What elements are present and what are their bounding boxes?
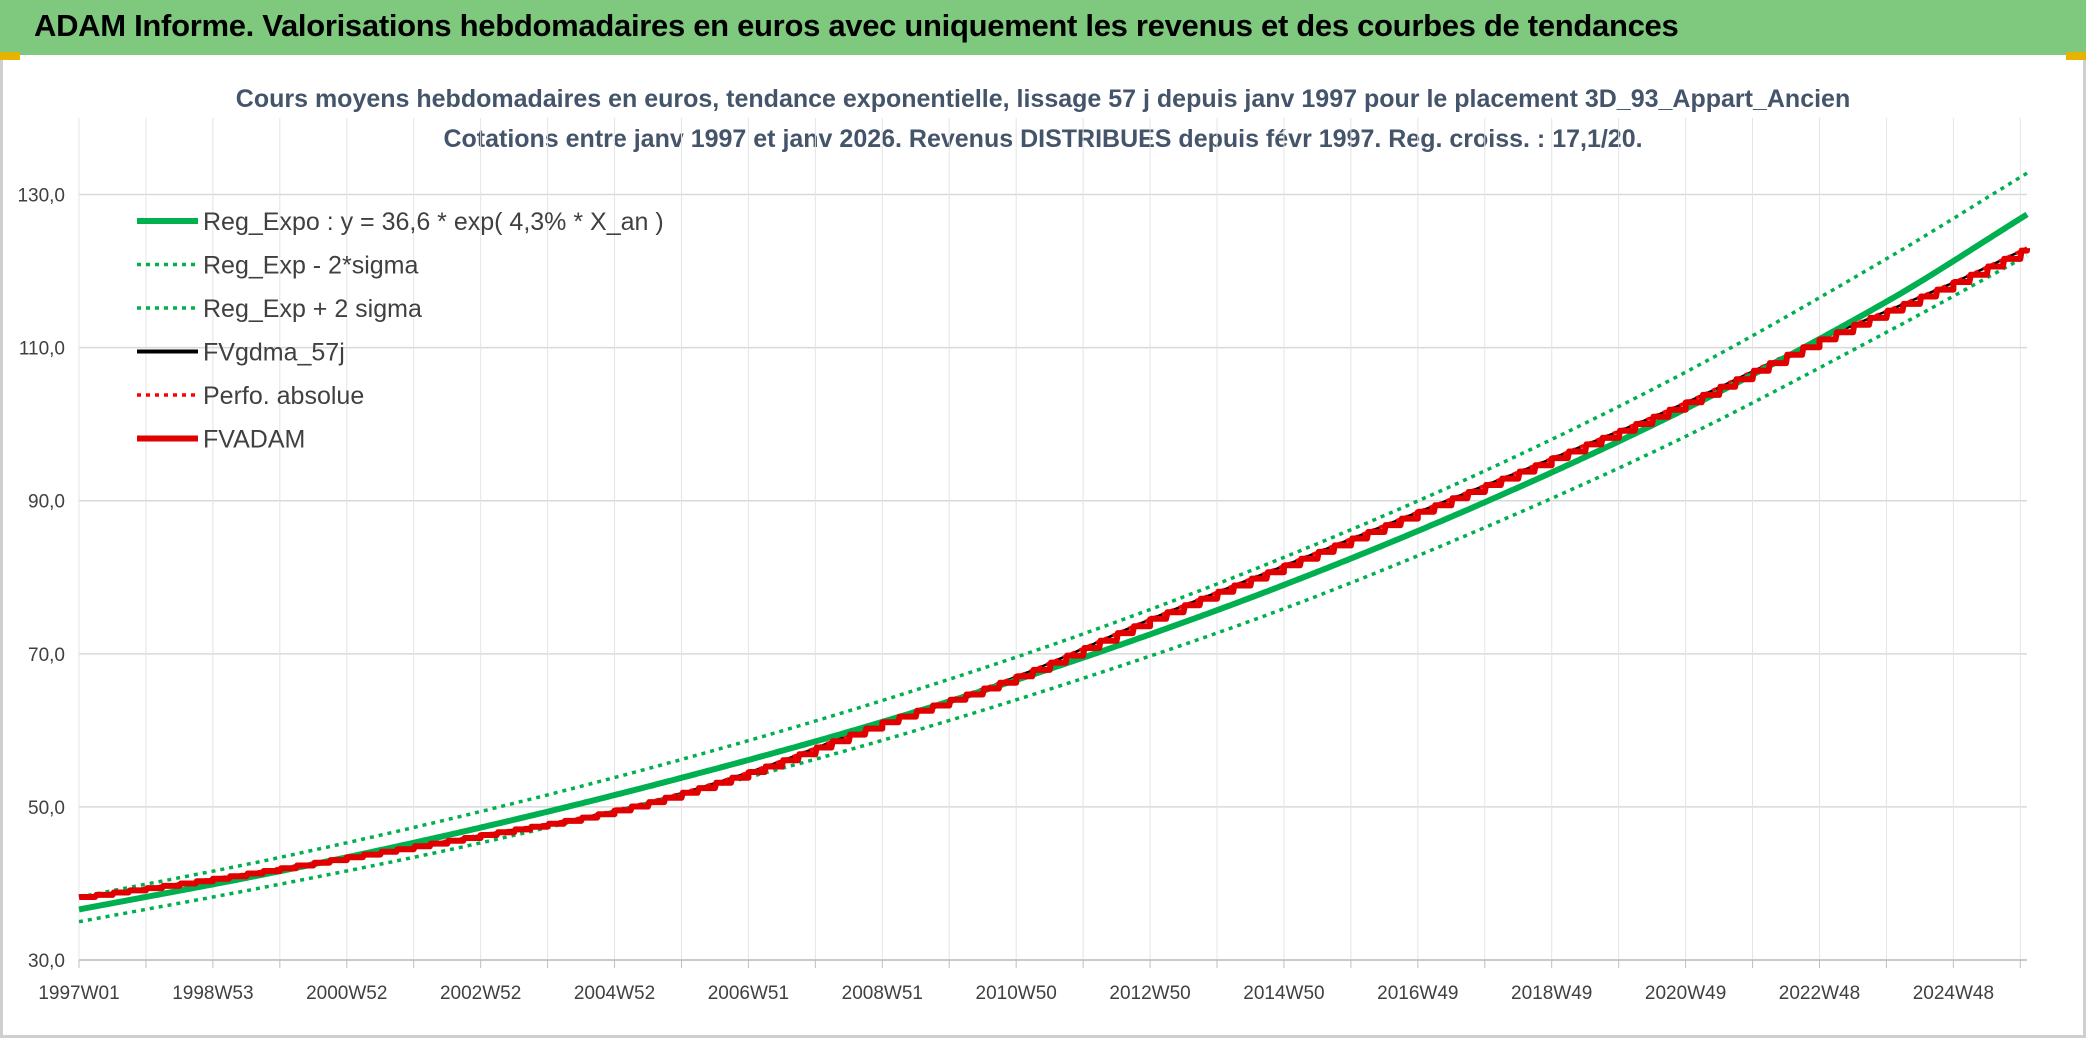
grid bbox=[78, 118, 2027, 961]
axes: 30,0 50,0 70,0 90,0 110,0 130,0 1997W01 1998W53… bbox=[17, 186, 2027, 1004]
x-tick-label: 2004W52 bbox=[574, 983, 655, 1004]
series-line-4 bbox=[78, 246, 2028, 899]
series-line-2 bbox=[78, 171, 2028, 899]
x-tick-label: 2022W48 bbox=[1779, 983, 1860, 1004]
legend-label: Reg_Exp - 2*sigma bbox=[203, 252, 418, 280]
corner-marker bbox=[0, 52, 20, 60]
y-tick-label: 90,0 bbox=[28, 492, 65, 513]
x-tick-label: 2016W49 bbox=[1377, 983, 1458, 1004]
y-tick-label: 70,0 bbox=[28, 645, 65, 666]
legend-label: FVgdma_57j bbox=[203, 339, 345, 367]
x-tick-label: 2006W51 bbox=[708, 983, 789, 1004]
x-tick-label: 2002W52 bbox=[440, 983, 521, 1004]
y-tick-label: 130,0 bbox=[17, 186, 65, 207]
x-tick-label: 1997W01 bbox=[38, 983, 119, 1004]
report-title: ADAM Informe. Valorisations hebdomadaire… bbox=[34, 8, 1679, 43]
header-banner: ADAM Informe. Valorisations hebdomadaire… bbox=[0, 0, 2086, 55]
y-tick-label: 30,0 bbox=[28, 951, 65, 972]
series-line-1 bbox=[78, 254, 2028, 924]
x-tick-label: 2020W49 bbox=[1645, 983, 1726, 1004]
corner-marker bbox=[2066, 52, 2086, 60]
x-tick-label: 2012W50 bbox=[1109, 983, 1190, 1004]
legend-label: Reg_Exp + 2 sigma bbox=[203, 295, 422, 323]
y-tick-label: 110,0 bbox=[19, 339, 65, 360]
legend-label: Reg_Expo : y = 36,6 * exp( 4,3% * X_an ) bbox=[203, 208, 664, 236]
y-tick-label: 50,0 bbox=[28, 798, 65, 819]
x-tick-label: 2014W50 bbox=[1243, 983, 1324, 1004]
chart-title: Cours moyens hebdomadaires en euros, ten… bbox=[235, 85, 1851, 113]
x-tick-label: 2018W49 bbox=[1511, 983, 1592, 1004]
series-line-5 bbox=[77, 247, 2030, 901]
x-tick-label: 2000W52 bbox=[306, 983, 387, 1004]
legend-label: FVADAM bbox=[203, 426, 305, 454]
series-lines bbox=[77, 171, 2030, 924]
x-tick-label: 2010W50 bbox=[976, 983, 1057, 1004]
chart-subtitle: Cotations entre janv 1997 et janv 2026. … bbox=[443, 125, 1643, 153]
x-tick-label: 2008W51 bbox=[842, 983, 923, 1004]
legend-label: Perfo. absolue bbox=[203, 382, 364, 410]
legend: Reg_Expo : y = 36,6 * exp( 4,3% * X_an )… bbox=[137, 208, 664, 454]
x-tick-label: 1998W53 bbox=[172, 983, 253, 1004]
x-tick-label: 2024W48 bbox=[1913, 983, 1994, 1004]
series-line-3 bbox=[78, 246, 2028, 899]
